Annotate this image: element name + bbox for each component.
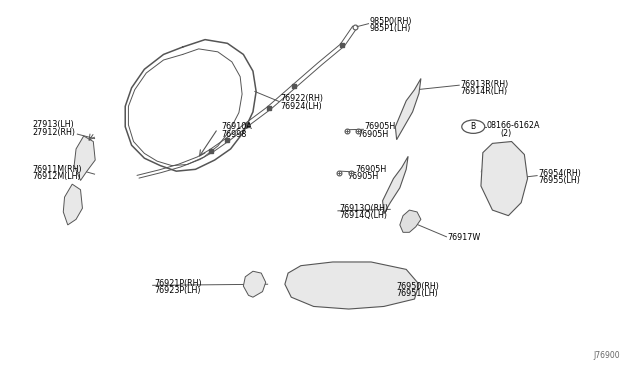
Text: 76912M(LH): 76912M(LH): [33, 172, 81, 181]
Text: 76998: 76998: [221, 129, 246, 139]
Text: 76905H: 76905H: [357, 129, 388, 139]
Text: 27912(RH): 27912(RH): [33, 128, 76, 137]
Text: 76950(RH): 76950(RH): [397, 282, 440, 291]
Text: 76923P(LH): 76923P(LH): [154, 286, 200, 295]
Polygon shape: [63, 184, 83, 225]
Text: 76913R(RH): 76913R(RH): [461, 80, 509, 89]
Polygon shape: [481, 141, 527, 216]
Polygon shape: [396, 78, 421, 140]
Text: 76905H: 76905H: [365, 122, 396, 131]
Text: 76911M(RH): 76911M(RH): [33, 165, 83, 174]
Text: 76924(LH): 76924(LH): [280, 102, 322, 111]
Text: 76951(LH): 76951(LH): [397, 289, 438, 298]
Text: 76905H: 76905H: [355, 165, 387, 174]
Text: 76905H: 76905H: [348, 172, 379, 181]
Polygon shape: [383, 156, 408, 214]
Text: 76914Q(LH): 76914Q(LH): [339, 211, 387, 220]
Text: B: B: [470, 122, 476, 131]
Text: 76913Q(RH): 76913Q(RH): [339, 204, 388, 213]
Text: 27913(LH): 27913(LH): [33, 121, 74, 129]
Text: 76955(LH): 76955(LH): [538, 176, 580, 185]
Polygon shape: [400, 210, 421, 232]
Text: 76921P(RH): 76921P(RH): [154, 279, 202, 288]
Text: J76900: J76900: [593, 351, 620, 360]
Text: 76954(RH): 76954(RH): [538, 169, 581, 177]
Text: 76917W: 76917W: [448, 233, 481, 243]
Text: 985P0(RH): 985P0(RH): [370, 17, 412, 26]
Text: 76910A: 76910A: [221, 122, 252, 131]
Polygon shape: [243, 271, 266, 297]
Text: (2): (2): [500, 129, 511, 138]
Polygon shape: [74, 136, 95, 180]
Text: 985P1(LH): 985P1(LH): [370, 24, 411, 33]
Text: 08166-6162A: 08166-6162A: [486, 122, 540, 131]
Text: 76922(RH): 76922(RH): [280, 94, 323, 103]
Text: 76914R(LH): 76914R(LH): [461, 87, 508, 96]
Polygon shape: [285, 262, 419, 309]
